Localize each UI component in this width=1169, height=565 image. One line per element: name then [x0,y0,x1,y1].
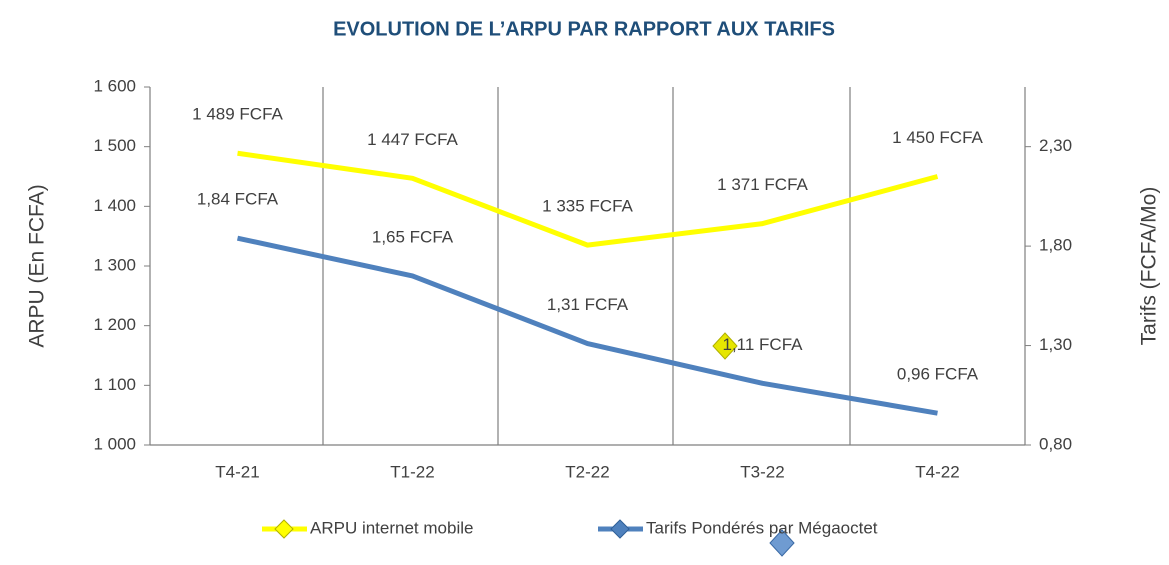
stray-marker [712,332,738,360]
y-tick-label: 1 300 [93,255,136,274]
series-line [236,235,938,416]
legend-label: Tarifs Pondérés par Mégaoctet [646,518,878,537]
y2-axis-title: Tarifs (FCFA/Mo) [1138,187,1161,346]
data-label: 1,65 FCFA [372,227,454,246]
chart-title: EVOLUTION DE L’ARPU PAR RAPPORT AUX TARI… [333,18,835,40]
x-tick-label: T2-22 [565,462,609,481]
y2-tick-label: 0,80 [1039,434,1072,453]
x-tick-label: T4-22 [915,462,959,481]
series-line [237,150,939,248]
y2-tick-label: 1,80 [1039,236,1072,255]
x-tick-label: T1-22 [390,462,434,481]
y-axis-title: ARPU (En FCFA) [26,184,49,347]
legend-marker [610,519,630,539]
data-label: 1 450 FCFA [892,128,983,147]
data-label: 1 447 FCFA [367,130,458,149]
y-tick-label: 1 200 [93,315,136,334]
x-tick-label: T4-21 [215,462,259,481]
legend-marker [274,519,294,539]
data-label: 1,31 FCFA [547,295,629,314]
y2-tick-label: 1,30 [1039,335,1072,354]
data-label: 1 489 FCFA [192,105,283,124]
data-label: 1,11 FCFA [723,335,804,354]
stray-marker [769,529,795,557]
y-tick-label: 1 400 [93,196,136,215]
data-label: 1,84 FCFA [197,190,279,209]
y-tick-label: 1 500 [93,136,136,155]
data-label: 1 335 FCFA [542,197,633,216]
y-tick-label: 1 000 [93,434,136,453]
x-tick-label: T3-22 [740,462,784,481]
y-tick-label: 1 100 [93,375,136,394]
legend-label: ARPU internet mobile [310,518,473,537]
y-tick-label: 1 600 [93,76,136,95]
data-label: 0,96 FCFA [897,365,979,384]
y2-tick-label: 2,30 [1039,136,1072,155]
data-label: 1 371 FCFA [717,175,808,194]
